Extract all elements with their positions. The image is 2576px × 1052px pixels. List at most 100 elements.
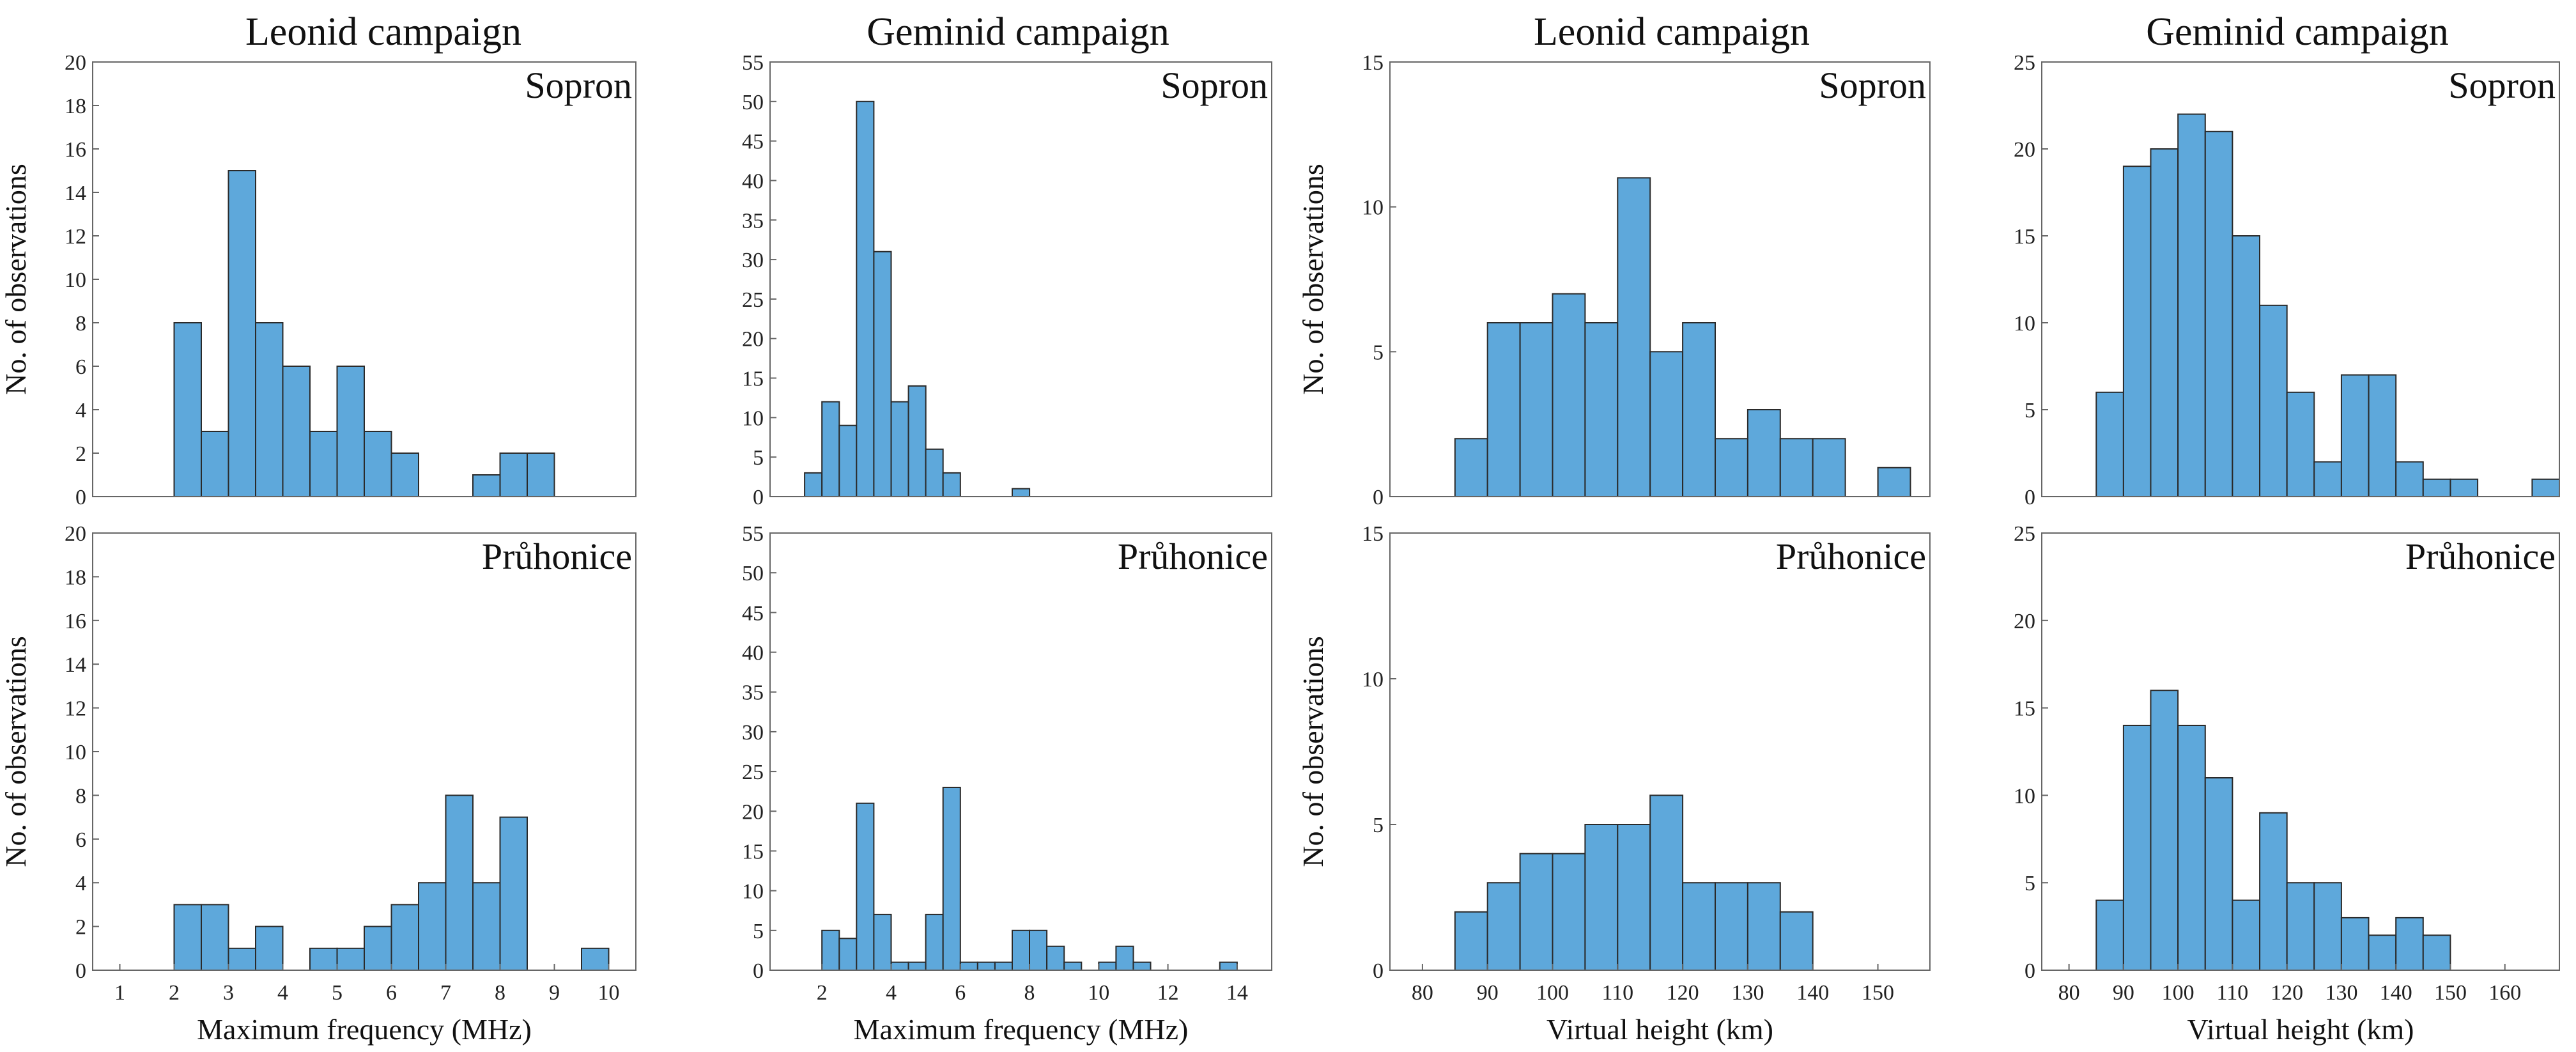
y-tick-label: 15 xyxy=(742,840,764,863)
histogram-bar xyxy=(255,925,284,971)
histogram-bar xyxy=(1132,961,1152,971)
station-label: Sopron xyxy=(2448,65,2556,106)
y-tick-label: 20 xyxy=(2014,138,2035,162)
x-axis-label: Maximum frequency (MHz) xyxy=(854,1013,1189,1046)
x-tick-label: 12 xyxy=(1157,981,1179,1005)
histogram-bar xyxy=(1649,351,1684,497)
y-tick-label: 15 xyxy=(1362,51,1384,75)
x-axis-label: Virtual height (km) xyxy=(1546,1013,1773,1046)
histogram-bar xyxy=(336,366,365,497)
histogram-bar xyxy=(1115,945,1134,971)
y-tick-label: 20 xyxy=(65,51,86,75)
y-axis-label: No. of observations xyxy=(1297,636,1329,867)
y-tick-label: 45 xyxy=(742,601,764,625)
histogram-bar xyxy=(499,453,528,497)
histogram-bar xyxy=(2150,148,2179,497)
x-tick-label: 150 xyxy=(2434,981,2467,1005)
histogram-bar xyxy=(2204,130,2233,498)
histogram-bar xyxy=(364,431,392,497)
y-tick-label: 10 xyxy=(2014,784,2035,808)
y-tick-label: 8 xyxy=(75,312,86,336)
y-tick-label: 50 xyxy=(742,91,764,114)
y-tick-label: 4 xyxy=(75,872,86,895)
x-tick-label: 90 xyxy=(1477,981,1499,1005)
histogram-bar xyxy=(1519,853,1554,971)
y-tick-label: 15 xyxy=(2014,225,2035,249)
y-tick-label: 20 xyxy=(742,328,764,352)
histogram-bar xyxy=(364,925,392,971)
histogram-bar xyxy=(390,453,419,497)
histogram-bar xyxy=(2122,725,2152,971)
histogram-bar xyxy=(1682,322,1716,497)
y-tick-label: 14 xyxy=(65,182,86,205)
histogram-bar xyxy=(1584,824,1619,971)
histogram-bar xyxy=(1552,293,1586,497)
histogram-bar xyxy=(2122,166,2152,497)
histogram-bar xyxy=(2422,934,2451,971)
x-tick-label: 130 xyxy=(1731,981,1764,1005)
histogram-bar xyxy=(1877,467,1911,498)
histogram-bar xyxy=(2340,917,2370,971)
column-title-2: Geminid campaign xyxy=(867,10,1169,54)
y-tick-label: 16 xyxy=(65,138,86,162)
histogram-bar xyxy=(1219,961,1238,971)
histogram-bar xyxy=(907,385,927,498)
x-tick-label: 10 xyxy=(1088,981,1109,1005)
x-tick-label: 2 xyxy=(817,981,828,1005)
x-tick-label: 80 xyxy=(1412,981,1433,1005)
x-tick-label: 4 xyxy=(886,981,897,1005)
x-tick-label: 140 xyxy=(1796,981,1829,1005)
histogram-bar xyxy=(2259,304,2288,497)
histogram-panel-bottom-3: 0 5 10 15 80 90 100 110 120 130 140 150 Průhonice No.… xyxy=(1297,522,1931,1046)
x-axis-label: Maximum frequency (MHz) xyxy=(197,1013,532,1046)
histogram-bar xyxy=(336,947,365,971)
histogram-bar xyxy=(856,802,875,971)
y-tick-label: 0 xyxy=(2025,486,2035,509)
station-label: Průhonice xyxy=(1118,536,1268,577)
y-tick-label: 45 xyxy=(742,130,764,154)
y-tick-label: 20 xyxy=(742,800,764,824)
y-tick-label: 0 xyxy=(75,959,86,983)
histogram-bar xyxy=(2150,690,2179,971)
x-tick-label: 140 xyxy=(2380,981,2412,1005)
y-tick-label: 18 xyxy=(65,566,86,589)
histogram-bar xyxy=(201,431,229,497)
x-tick-label: 6 xyxy=(955,981,966,1005)
y-tick-label: 5 xyxy=(1373,341,1384,364)
x-tick-label: 3 xyxy=(223,981,234,1005)
histogram-bar xyxy=(581,947,610,971)
y-axis-label: No. of observations xyxy=(1297,164,1329,395)
column-titles: Leonid campaign Geminid campaign Leonid … xyxy=(245,10,2449,54)
histogram-bar xyxy=(1617,824,1651,971)
x-tick-label: 100 xyxy=(1536,981,1569,1005)
y-tick-label: 40 xyxy=(742,642,764,665)
histogram-bar xyxy=(2232,235,2260,497)
y-tick-label: 15 xyxy=(742,367,764,391)
histogram-bar xyxy=(472,882,501,971)
column-title-3: Leonid campaign xyxy=(1534,10,1810,54)
y-tick-label: 35 xyxy=(742,209,764,233)
station-label: Sopron xyxy=(1161,65,1268,106)
y-tick-label: 5 xyxy=(753,446,764,470)
histogram-bar xyxy=(942,787,961,971)
y-tick-label: 0 xyxy=(2025,959,2035,983)
histogram-bar xyxy=(873,913,892,971)
histogram-bar xyxy=(2204,777,2233,971)
y-tick-label: 25 xyxy=(742,761,764,784)
y-tick-label: 25 xyxy=(742,288,764,312)
x-tick-label: 7 xyxy=(440,981,451,1005)
histogram-bar xyxy=(1454,438,1488,497)
x-tick-label: 90 xyxy=(2113,981,2134,1005)
histogram-bar xyxy=(856,100,875,498)
histogram-panel-top-1: 0 2 4 6 8 10 12 14 16 18 20 Sopron No. of observatio… xyxy=(0,51,636,509)
y-tick-label: 6 xyxy=(75,828,86,852)
y-tick-label: 0 xyxy=(753,486,764,509)
histogram-bar xyxy=(2368,934,2397,971)
x-tick-label: 150 xyxy=(1862,981,1894,1005)
histogram-bar xyxy=(1046,945,1065,971)
x-tick-label: 130 xyxy=(2325,981,2357,1005)
histogram-bar xyxy=(976,961,996,971)
y-tick-label: 20 xyxy=(65,522,86,546)
y-tick-label: 6 xyxy=(75,355,86,379)
